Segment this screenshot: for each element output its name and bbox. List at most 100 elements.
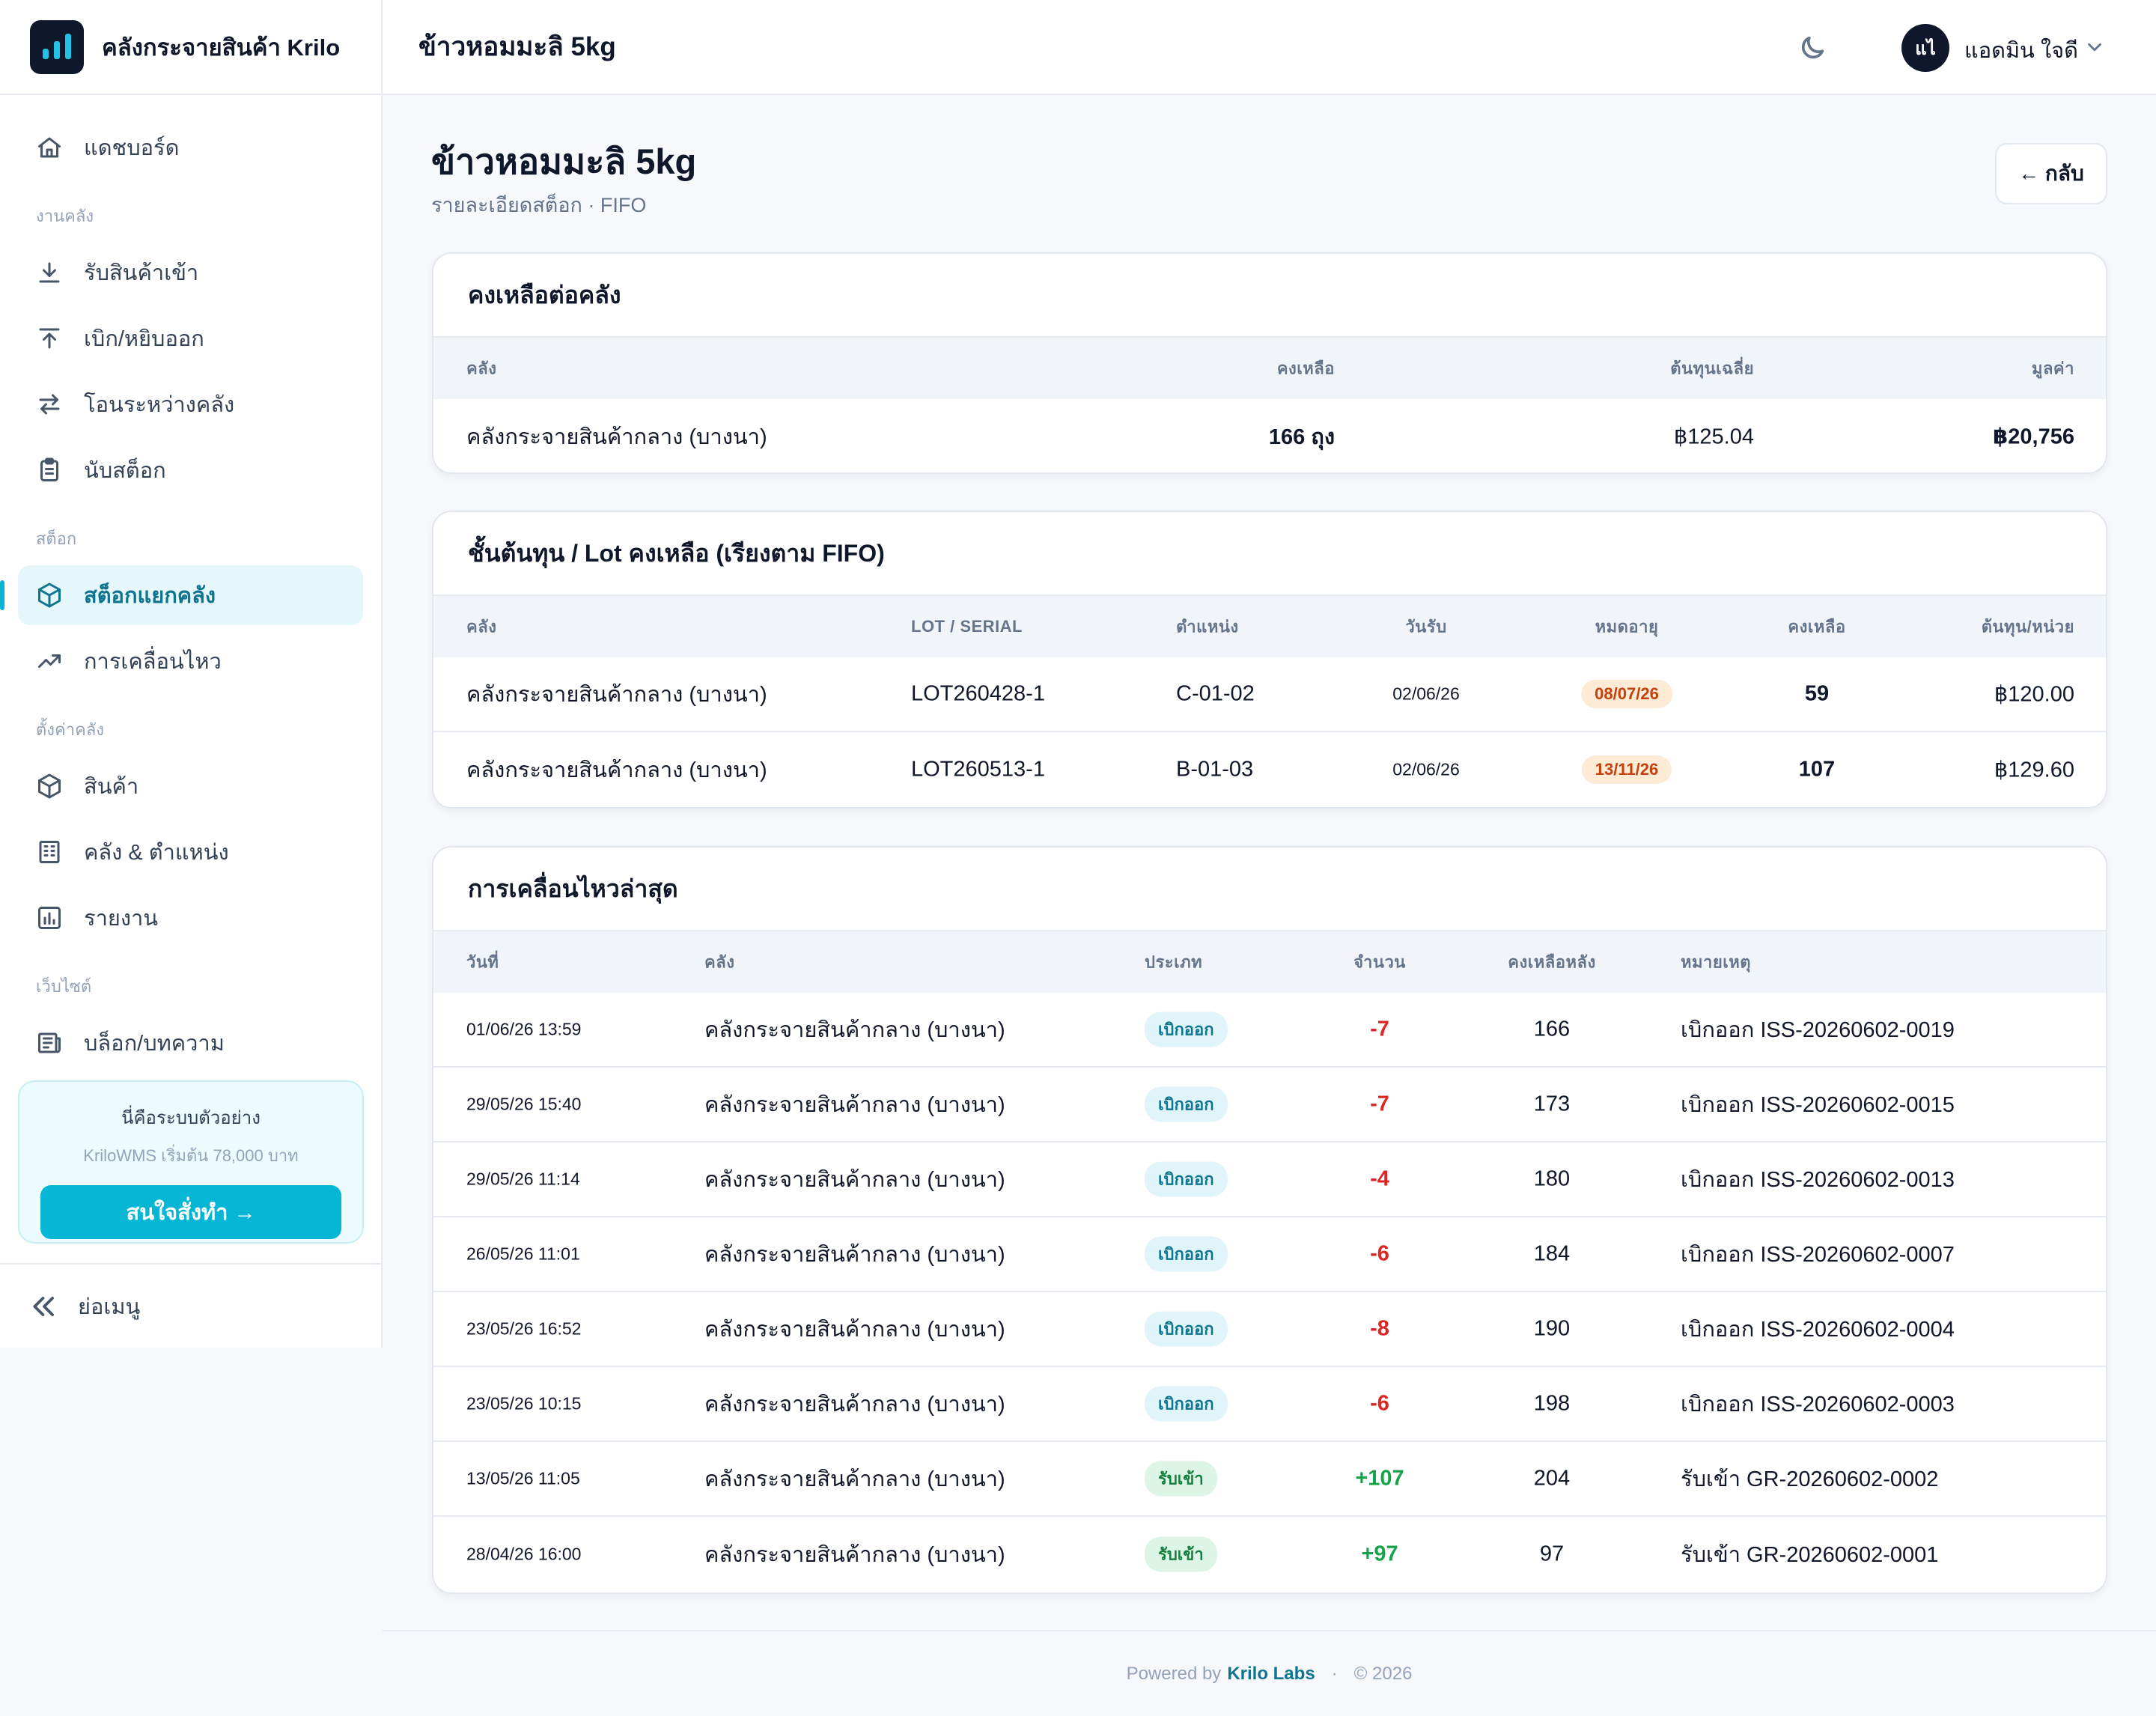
col-note: หมายเหตุ (1681, 952, 1752, 972)
lots-table-header: คลัง LOT / SERIAL ตำแหน่ง วันรับ หมดอายุ… (433, 596, 2106, 657)
order-now-button[interactable]: สนใจสั่งทำ → (40, 1185, 341, 1239)
table-row[interactable]: คลังกระจายสินค้ากลาง (บางนา) 166 ถุง ฿12… (433, 399, 2106, 472)
type-badge-cell: เบิกออก (1145, 1311, 1228, 1347)
collapse-menu-label: ย่อเมนู (78, 1294, 141, 1319)
table-row[interactable]: 13/05/26 11:05 คลังกระจายสินค้ากลาง (บางน… (433, 1442, 2106, 1517)
cell-note: เบิกออก ISS-20260602-0015 (1681, 1093, 1955, 1117)
sidebar-item-dashboard[interactable]: แดชบอร์ด (18, 118, 363, 177)
col-expiry: หมดอายุ (1595, 617, 1659, 636)
cell-qty: +107 (1355, 1466, 1404, 1491)
clipboard-icon (40, 457, 58, 481)
footer-separator: · (1331, 1663, 1338, 1684)
table-row[interactable]: 23/05/26 16:52 คลังกระจายสินค้ากลาง (บางน… (433, 1292, 2106, 1367)
type-badge-cell: เบิกออก (1145, 1086, 1228, 1122)
cell-warehouse: คลังกระจายสินค้ากลาง (บางนา) (466, 683, 767, 707)
type-badge-cell: รับเข้า (1145, 1461, 1217, 1497)
table-row[interactable]: คลังกระจายสินค้ากลาง (บางนา) LOT260513-1… (433, 732, 2106, 807)
cell-after: 166 (1533, 1017, 1571, 1041)
type-badge: รับเข้า (1145, 1536, 1217, 1572)
type-badge: รับเข้า (1145, 1461, 1217, 1497)
moon-icon (1801, 36, 1824, 59)
user-name[interactable]: แอดมิน ใจดี (1964, 39, 2078, 63)
col-warehouse: คลัง (466, 359, 497, 378)
upload-icon (39, 328, 60, 349)
sidebar-item-receive[interactable]: รับสินค้าเข้า (18, 243, 363, 302)
sidebar-item-stock-by-warehouse[interactable]: สต็อกแยกคลัง (0, 565, 363, 625)
brand[interactable]: คลังกระจายสินค้า Krilo (0, 0, 381, 95)
back-button[interactable]: ← กลับ (1995, 143, 2107, 204)
expiry-badge-cell: 13/11/26 (1581, 755, 1672, 784)
topbar: ข้าวหอมมะลิ 5kg แไ แอดมิน ใจดี (383, 0, 2156, 95)
cell-date: 26/05/26 11:01 (466, 1244, 580, 1264)
cell-after: 97 (1539, 1542, 1565, 1566)
type-badge-cell: เบิกออก (1145, 1011, 1228, 1047)
footer-brand-link[interactable]: Krilo Labs (1227, 1663, 1315, 1684)
sidebar-nav: แดชบอร์ด งานคลัง รับสินค้าเข้า เบิก/หยิบ… (0, 95, 381, 1073)
sidebar-item-warehouses[interactable]: คลัง & ตำแหน่ง (18, 822, 363, 882)
table-row[interactable]: 26/05/26 11:01 คลังกระจายสินค้ากลาง (บางน… (433, 1217, 2106, 1292)
table-row[interactable]: 01/06/26 13:59 คลังกระจายสินค้ากลาง (บางน… (433, 993, 2106, 1068)
type-badge-cell: เบิกออก (1145, 1386, 1228, 1422)
promo-title: นี่คือระบบตัวอย่าง (121, 1108, 261, 1128)
cell-qty: -7 (1370, 1017, 1389, 1041)
cell-warehouse: คลังกระจายสินค้ากลาง (บางนา) (704, 1393, 1005, 1417)
cell-warehouse: คลังกระจายสินค้ากลาง (บางนา) (704, 1018, 1005, 1042)
sidebar-item-label: รับสินค้าเข้า (84, 261, 199, 285)
cell-qty: -6 (1370, 1241, 1389, 1266)
type-badge-cell: รับเข้า (1145, 1536, 1217, 1572)
expiry-badge-cell: 08/07/26 (1581, 680, 1672, 708)
col-unit-cost: ต้นทุน/หน่วย (1981, 617, 2074, 636)
newspaper-icon (38, 1032, 61, 1053)
cell-warehouse: คลังกระจายสินค้ากลาง (บางนา) (704, 1168, 1005, 1192)
lots-card-title: ชั้นต้นทุน / Lot คงเหลือ (เรียงตาม FIFO) (433, 512, 2106, 596)
cell-note: รับเข้า GR-20260602-0002 (1681, 1467, 1939, 1491)
cell-remaining: 59 (1804, 681, 1830, 706)
sidebar-item-label: สต็อกแยกคลัง (84, 584, 216, 608)
sidebar-item-movements[interactable]: การเคลื่อนไหว (18, 631, 363, 691)
cell-qty: -7 (1370, 1092, 1389, 1116)
type-badge: เบิกออก (1145, 1011, 1228, 1047)
avatar[interactable]: แไ (1901, 24, 1949, 72)
chart-icon (38, 907, 61, 929)
collapse-menu-button[interactable]: ย่อเมนู (0, 1263, 381, 1348)
table-row[interactable]: คลังกระจายสินค้ากลาง (บางนา) LOT260428-1… (433, 657, 2106, 732)
table-row[interactable]: 23/05/26 10:15 คลังกระจายสินค้ากลาง (บางน… (433, 1367, 2106, 1442)
sidebar-item-issue[interactable]: เบิก/หยิบออก (18, 308, 363, 368)
col-value: มูลค่า (2031, 359, 2074, 378)
sidebar-item-label: แดชบอร์ด (84, 136, 180, 160)
cell-warehouse: คลังกระจายสินค้ากลาง (บางนา) (704, 1093, 1005, 1117)
cell-lot: LOT260513-1 (911, 757, 1045, 782)
cell-warehouse: คลังกระจายสินค้ากลาง (บางนา) (466, 425, 767, 449)
cell-date: 29/05/26 11:14 (466, 1169, 580, 1189)
col-qty: จำนวน (1353, 952, 1406, 972)
col-lot: LOT / SERIAL (911, 617, 1023, 636)
cell-warehouse: คลังกระจายสินค้ากลาง (บางนา) (704, 1543, 1005, 1567)
theme-toggle-button[interactable] (1797, 33, 1827, 63)
col-remaining: คงเหลือ (1788, 617, 1846, 636)
col-warehouse: คลัง (704, 952, 735, 972)
cell-note: เบิกออก ISS-20260602-0007 (1681, 1243, 1955, 1267)
col-after: คงเหลือหลัง (1508, 952, 1596, 972)
cell-after: 204 (1533, 1466, 1571, 1491)
user-menu-toggle[interactable] (2083, 36, 2106, 58)
table-row[interactable]: 29/05/26 15:40 คลังกระจายสินค้ากลาง (บางน… (433, 1068, 2106, 1143)
page-subtitle: รายละเอียดสต็อก · FIFO (431, 194, 647, 216)
double-chevron-left-icon (33, 1296, 54, 1316)
expiry-badge: 13/11/26 (1581, 755, 1672, 784)
footer: Powered by Krilo Labs · © 2026 (383, 1630, 2156, 1716)
type-badge: เบิกออก (1145, 1161, 1228, 1197)
cell-note: เบิกออก ISS-20260602-0003 (1681, 1393, 1955, 1417)
col-remaining: คงเหลือ (1276, 359, 1335, 378)
sidebar-section-work: งานคลัง (36, 207, 94, 225)
sidebar-item-blog[interactable]: บล็อก/บทความ (18, 1013, 363, 1073)
balance-card-title: คงเหลือต่อคลัง (433, 254, 2106, 338)
sidebar-item-reports[interactable]: รายงาน (18, 888, 363, 948)
col-type: ประเภท (1145, 952, 1203, 972)
sidebar-item-products[interactable]: สินค้า (18, 756, 363, 816)
download-icon (39, 262, 60, 283)
sidebar-item-count[interactable]: นับสต็อก (18, 440, 363, 500)
table-row[interactable]: 29/05/26 11:14 คลังกระจายสินค้ากลาง (บางน… (433, 1143, 2106, 1217)
table-row[interactable]: 28/04/26 16:00 คลังกระจายสินค้ากลาง (บางน… (433, 1517, 2106, 1592)
sidebar-item-transfer[interactable]: โอนระหว่างคลัง (18, 374, 363, 434)
col-warehouse: คลัง (466, 617, 497, 636)
